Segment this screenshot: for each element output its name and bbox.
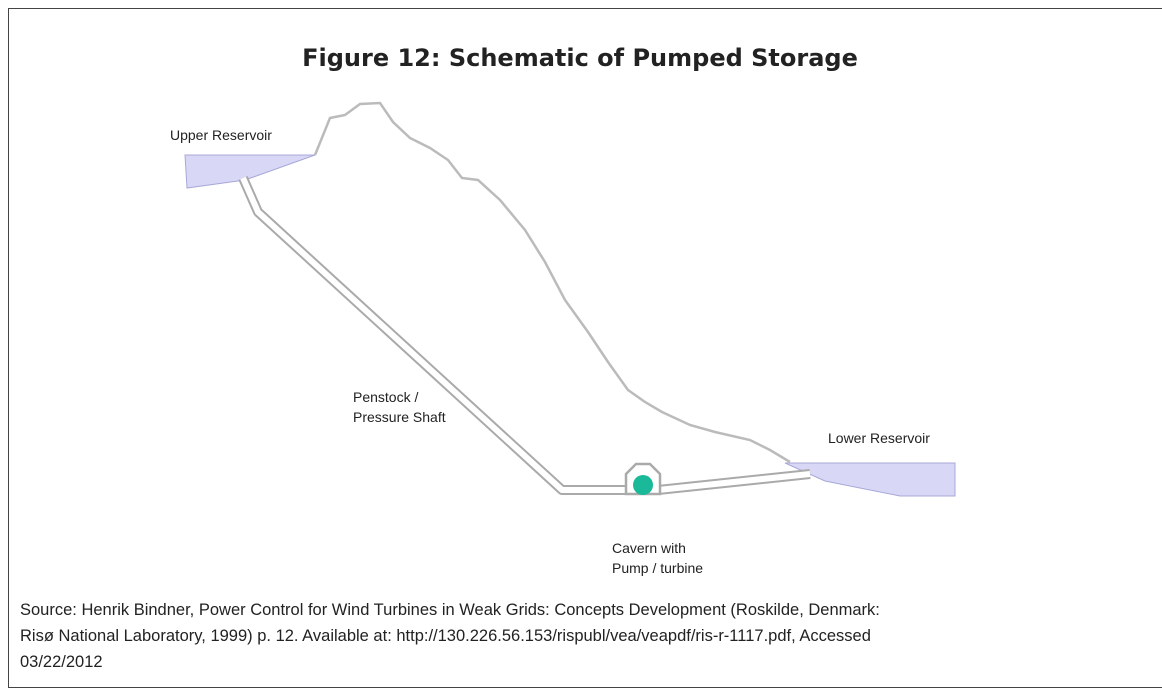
penstock-inner [240, 176, 628, 493]
lower-reservoir [784, 462, 956, 497]
label: Pump / turbine [612, 560, 703, 576]
pump-turbine [633, 475, 653, 495]
penstock [238, 175, 628, 495]
label: Upper Reservoir [170, 127, 272, 143]
frame [8, 8, 1162, 688]
source-line: Risø National Laboratory, 1999) p. 12. A… [20, 627, 871, 645]
tailrace-inner [657, 471, 811, 493]
mountain-outline [313, 101, 791, 464]
label: Cavern with [612, 540, 686, 556]
label: Pressure Shaft [353, 409, 446, 425]
source-line: Source: Henrik Bindner, Power Control fo… [20, 601, 880, 619]
title: Figure 12: Schematic of Pumped Storage [302, 44, 858, 72]
source-line: 03/22/2012 [20, 653, 103, 671]
label: Penstock / [353, 389, 418, 405]
label: Lower Reservoir [828, 430, 930, 446]
